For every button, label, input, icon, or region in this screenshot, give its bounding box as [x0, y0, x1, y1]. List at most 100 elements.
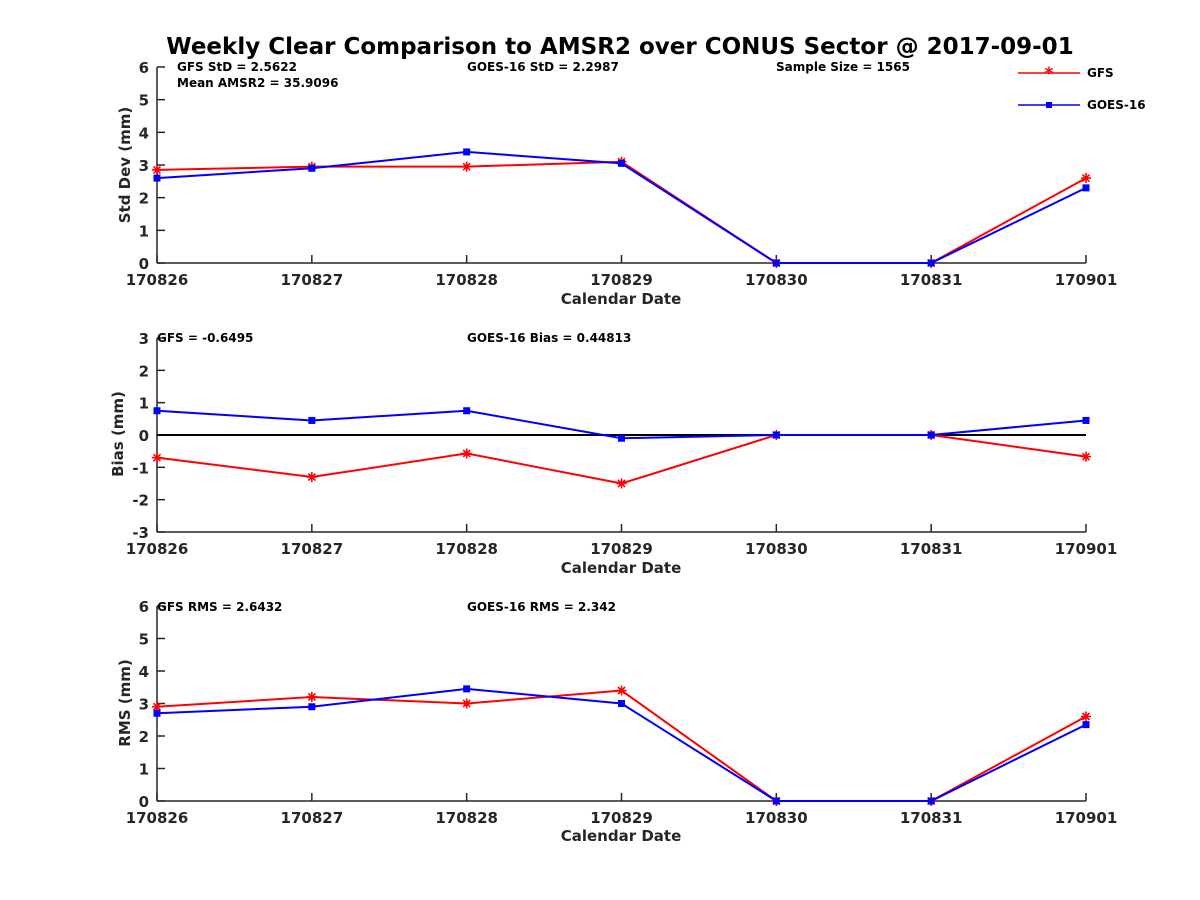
panel-bias-ytick-label: -1 [132, 459, 149, 477]
panel-rms-ytick-label: 2 [139, 728, 149, 746]
panel-bias-xtick-label: 170828 [435, 540, 498, 558]
panel-std-dev-xtick-label: 170830 [745, 271, 808, 289]
panel-std-dev-goes16-point [463, 148, 471, 156]
panel-rms-gfs-point [152, 701, 162, 712]
panel-bias-ytick-label: -2 [132, 492, 149, 510]
panel-std-dev-ytick-label: 6 [139, 59, 149, 77]
panel-rms-gfs-point [306, 692, 317, 702]
panel-std-dev-xtick-label: 170901 [1055, 271, 1118, 289]
panel-rms-xtick-label: 170830 [745, 809, 808, 827]
panel-rms-ytick-label: 6 [139, 598, 149, 616]
panel-std-dev-ytick-label: 4 [139, 124, 149, 142]
panel-rms-ytick-label: 1 [139, 761, 149, 779]
panel-std-dev-ytick-label: 2 [139, 190, 149, 208]
legend-gfs-marker: * [1045, 64, 1054, 84]
panel-rms-xlabel: Calendar Date [561, 827, 682, 845]
panel-rms-goes16-point [308, 703, 316, 711]
panel-std-dev-xtick-label: 170828 [435, 271, 498, 289]
panel-std-dev-goes16-point [153, 174, 161, 182]
panel-std-dev-goes16-point [772, 259, 780, 267]
panel-bias-xlabel: Calendar Date [561, 559, 682, 577]
panel-std-dev-goes16-point [927, 259, 935, 267]
panel-bias-gfs-point [152, 452, 162, 463]
panel-rms-goes16-point [463, 685, 471, 693]
panel-rms-ytick-label: 4 [139, 663, 149, 681]
panel-rms-gfs-point [1081, 711, 1091, 722]
panel-std-dev-ytick-label: 1 [139, 222, 149, 240]
panel-bias-xtick-label: 170901 [1055, 540, 1118, 558]
panel-bias-ylabel: Bias (mm) [109, 391, 127, 477]
panel-rms-xtick-label: 170827 [281, 809, 344, 827]
panel-rms-xtick-label: 170829 [590, 809, 653, 827]
panel-std-dev-ytick-label: 3 [139, 157, 149, 175]
chart-title: Weekly Clear Comparison to AMSR2 over CO… [166, 34, 1073, 60]
panel-std-dev-xtick-label: 170831 [900, 271, 963, 289]
panel-rms-gfs-point [616, 685, 627, 696]
panel-std-dev-xtick-label: 170827 [281, 271, 344, 289]
panel-bias-xtick-label: 170827 [281, 540, 344, 558]
annotation-gfs-bias: GFS = -0.6495 [157, 331, 253, 345]
panel-bias-gfs-point [461, 448, 472, 459]
panel-rms-xtick-label: 170831 [900, 809, 963, 827]
panel-std-dev-xtick-label: 170826 [126, 271, 189, 289]
panel-bias-goes16-point [927, 431, 935, 439]
panel-bias-xtick-label: 170826 [126, 540, 189, 558]
panel-rms-ytick-label: 3 [139, 696, 149, 714]
panel-rms-xtick-label: 170826 [126, 809, 189, 827]
annotation-goes16-rms: GOES-16 RMS = 2.342 [467, 600, 616, 614]
panel-rms-ytick-label: 0 [139, 793, 149, 811]
panel-std-dev-goes16-point [1082, 184, 1090, 192]
panel-bias-goes16-point [1082, 416, 1090, 424]
panel-bias-ytick-label: 2 [139, 362, 149, 380]
panel-std-dev-goes16-point [308, 164, 316, 172]
panel-rms-ytick-label: 5 [139, 631, 149, 649]
panel-bias-gfs-line [156, 434, 1087, 485]
legend: * GFS GOES-16 [1018, 64, 1146, 112]
panel-rms: 0 1 2 3 4 5 6 170826 170827 170828 170829 170830 170… [116, 598, 1117, 845]
legend-goes16-marker [1046, 102, 1052, 108]
legend-gfs-label: GFS [1087, 66, 1114, 80]
panel-rms-goes16-point [772, 797, 780, 805]
panel-bias-ytick-label: -3 [132, 524, 149, 542]
panel-std-dev-xlabel: Calendar Date [561, 290, 682, 308]
panel-bias-goes16-point [618, 434, 625, 442]
panel-std-dev-ylabel: Std Dev (mm) [116, 107, 134, 224]
panel-rms-goes16-point [618, 700, 625, 707]
panel-bias-goes16-point [772, 431, 780, 439]
legend-goes16-label: GOES-16 [1087, 98, 1146, 112]
panel-rms-gfs-point [461, 698, 472, 709]
panel-bias-xtick-label: 170829 [590, 540, 653, 558]
panel-std-dev-goes16-point [618, 159, 625, 167]
panel-std-dev-gfs-line [156, 160, 1087, 264]
panel-bias-goes16-point [308, 416, 316, 424]
panel-std-dev-ytick-label: 5 [139, 92, 149, 110]
annotation-mean-amsr2: Mean AMSR2 = 35.9096 [177, 76, 338, 90]
panel-bias-goes16-point [463, 407, 471, 415]
panel-bias-ytick-label: 0 [139, 427, 149, 445]
panel-bias-gfs-point [306, 472, 317, 483]
panel-std-dev-ytick-label: 0 [139, 255, 149, 273]
panel-rms-goes16-point [153, 709, 161, 717]
annotation-sample-size: Sample Size = 1565 [776, 60, 910, 74]
panel-bias-gfs-point [616, 478, 627, 489]
panel-std-dev: 0 1 2 3 4 5 6 170826 170827 170828 170829 170830 170… [116, 59, 1117, 308]
panel-bias-ytick-label: 3 [139, 330, 149, 348]
panel-std-dev-xtick-label: 170829 [590, 271, 653, 289]
annotation-gfs-rms: GFS RMS = 2.6432 [157, 600, 282, 614]
panel-rms-goes16-point [1082, 721, 1090, 729]
panel-bias-gfs-point [1081, 451, 1091, 462]
panel-std-dev-gfs-point [461, 161, 472, 172]
panel-rms-xtick-label: 170828 [435, 809, 498, 827]
panel-rms-ylabel: RMS (mm) [116, 659, 134, 746]
panel-bias-ytick-label: 1 [139, 395, 149, 413]
panel-std-dev-gfs-point [152, 164, 162, 175]
annotation-goes16-bias: GOES-16 Bias = 0.44813 [467, 331, 631, 345]
panel-std-dev-gfs-point [1081, 173, 1091, 184]
panel-bias: -3 -2 -1 0 1 2 3 170826 170827 170828 170829 170830… [109, 330, 1117, 577]
annotation-gfs-std: GFS StD = 2.5622 [177, 60, 297, 74]
panel-std-dev-goes16-line [156, 150, 1087, 264]
panel-bias-goes16-point [153, 407, 161, 415]
panel-rms-goes16-point [927, 797, 935, 805]
annotation-goes16-std: GOES-16 StD = 2.2987 [467, 60, 619, 74]
